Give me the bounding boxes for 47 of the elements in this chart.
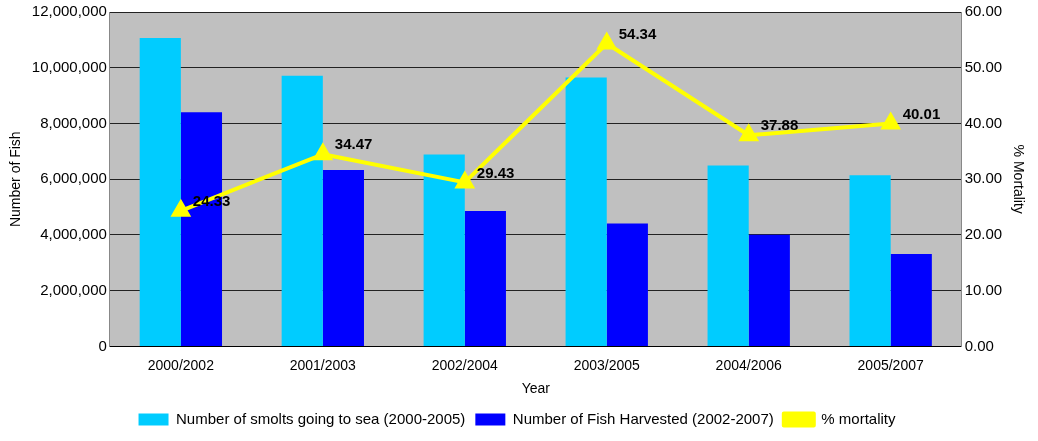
y-tick-label: 2,000,000 [40, 280, 107, 298]
point [739, 125, 758, 142]
y-tick-label: 6,000,000 [40, 169, 107, 187]
point [881, 113, 900, 130]
legend-label: Number of smolts going to sea (2000-2005) [176, 409, 466, 427]
legend-label: % mortality [821, 409, 896, 427]
bar [890, 253, 932, 346]
y2-tick-label: 30.00 [964, 169, 1003, 187]
x-tick-label: 2005/2007 [857, 356, 924, 373]
bar [565, 77, 607, 346]
bar [748, 234, 790, 346]
y-tick-label: 8,000,000 [40, 113, 107, 131]
data-label: 29.43 [476, 163, 515, 181]
bar [322, 170, 364, 346]
y-tick-label: 4,000,000 [40, 225, 107, 243]
point [455, 172, 474, 189]
point [313, 144, 332, 161]
y-tick-label: 10,000,000 [31, 57, 107, 75]
y-tick-label: 0 [98, 336, 107, 354]
x-tick-label: 2003/2005 [573, 356, 641, 373]
y-axis-title: Number of Fish [7, 131, 24, 228]
legend-label: Number of Fish Harvested (2002-2007) [512, 409, 774, 427]
data-label: 24.33 [192, 191, 231, 209]
bar [423, 154, 465, 346]
data-label: 34.47 [334, 135, 373, 153]
bar [464, 210, 506, 346]
point [596, 31, 616, 50]
x-tick-label: 2001/2003 [289, 356, 357, 373]
data-label: 40.01 [902, 104, 941, 122]
y2-tick-label: 60.00 [964, 2, 1003, 20]
y2-tick-label: 20.00 [964, 225, 1003, 243]
y-tick-label: 12,000,000 [31, 2, 107, 20]
x-axis-title: Year [521, 380, 551, 397]
bar [707, 165, 749, 346]
y2-tick-label: 50.00 [964, 57, 1003, 75]
bar [606, 223, 648, 346]
y2-tick-label: 10.00 [964, 280, 1003, 298]
y2-axis-title: % Mortality [1010, 144, 1027, 214]
bar [139, 37, 181, 346]
x-tick-label: 2004/2006 [715, 356, 783, 373]
y2-tick-label: 40.00 [964, 113, 1003, 131]
bar [849, 175, 891, 346]
x-tick-label: 2000/2002 [147, 356, 215, 373]
data-label: 54.34 [618, 24, 657, 42]
y2-tick-label: 0.00 [964, 336, 994, 354]
x-tick-label: 2002/2004 [431, 356, 499, 373]
bar [281, 75, 323, 346]
